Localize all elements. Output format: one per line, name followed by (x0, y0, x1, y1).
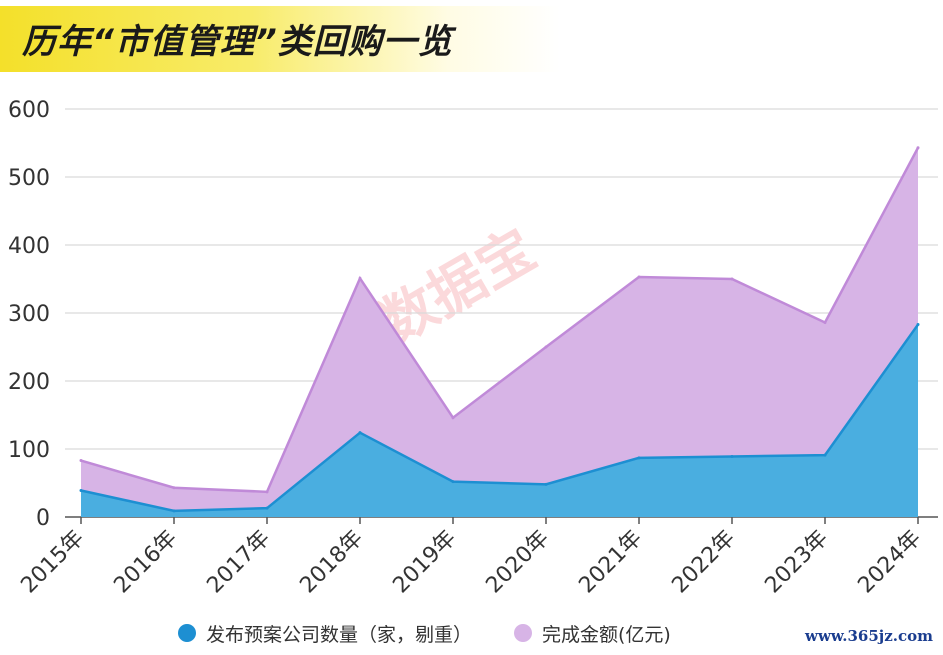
site-watermark: www.365jz.com (805, 627, 933, 645)
series2-area (81, 147, 918, 517)
x-tick-label: 2023年 (760, 526, 833, 599)
x-tick-label: 2022年 (667, 526, 740, 599)
legend-item-series2[interactable]: 完成金额(亿元) (514, 620, 671, 647)
x-tick-label: 2021年 (574, 526, 647, 599)
x-tick-label: 2018年 (295, 526, 368, 599)
legend-marker-series2 (514, 624, 533, 642)
series2-point (358, 276, 362, 280)
series2-point (916, 146, 920, 150)
series1-point (451, 480, 455, 484)
series2-line (80, 147, 920, 494)
x-tick-label: 2017年 (202, 526, 275, 599)
series2-point (79, 459, 83, 463)
series2-point (823, 321, 827, 325)
x-tick-label: 2019年 (388, 526, 461, 599)
y-tick-label: 600 (8, 98, 50, 123)
y-tick-label: 300 (8, 302, 50, 327)
y-tick-label: 0 (36, 506, 50, 531)
y-tick-label: 400 (8, 234, 50, 259)
legend-label-series2: 完成金额(亿元) (542, 623, 671, 646)
y-tick-label: 200 (8, 370, 50, 395)
legend: 发布预案公司数量（家，剔重） 完成金额(亿元) (178, 618, 713, 648)
series2-point (730, 277, 734, 281)
series1-point (730, 454, 734, 458)
x-tick-label: 2020年 (481, 526, 554, 599)
series1-point (916, 323, 920, 327)
y-tick-label: 500 (8, 166, 50, 191)
series1-line (80, 323, 920, 513)
y-tick-label: 100 (8, 438, 50, 463)
legend-marker-series1 (178, 624, 196, 642)
series1-point (823, 453, 827, 457)
series1-point (265, 506, 269, 510)
x-tick-label: 2016年 (109, 526, 182, 599)
series1-point (544, 482, 548, 486)
legend-item-series1[interactable]: 发布预案公司数量（家，剔重） (178, 620, 472, 647)
series2-point (265, 490, 269, 494)
series1-point (637, 456, 641, 460)
series2-point (544, 345, 548, 349)
series1-point (79, 488, 83, 492)
x-tick-label: 2024年 (853, 526, 926, 599)
chart-title: 历年“市值管理”类回购一览 (22, 22, 453, 62)
title-banner (0, 6, 560, 72)
series2-point (451, 416, 455, 420)
x-tick-label: 2015年 (16, 526, 89, 599)
series2-point (637, 275, 641, 279)
series1-point (172, 509, 176, 513)
series2-point (172, 486, 176, 490)
legend-label-series1: 发布预案公司数量（家，剔重） (206, 623, 473, 646)
series1-point (358, 431, 362, 435)
series1-area (81, 324, 918, 517)
